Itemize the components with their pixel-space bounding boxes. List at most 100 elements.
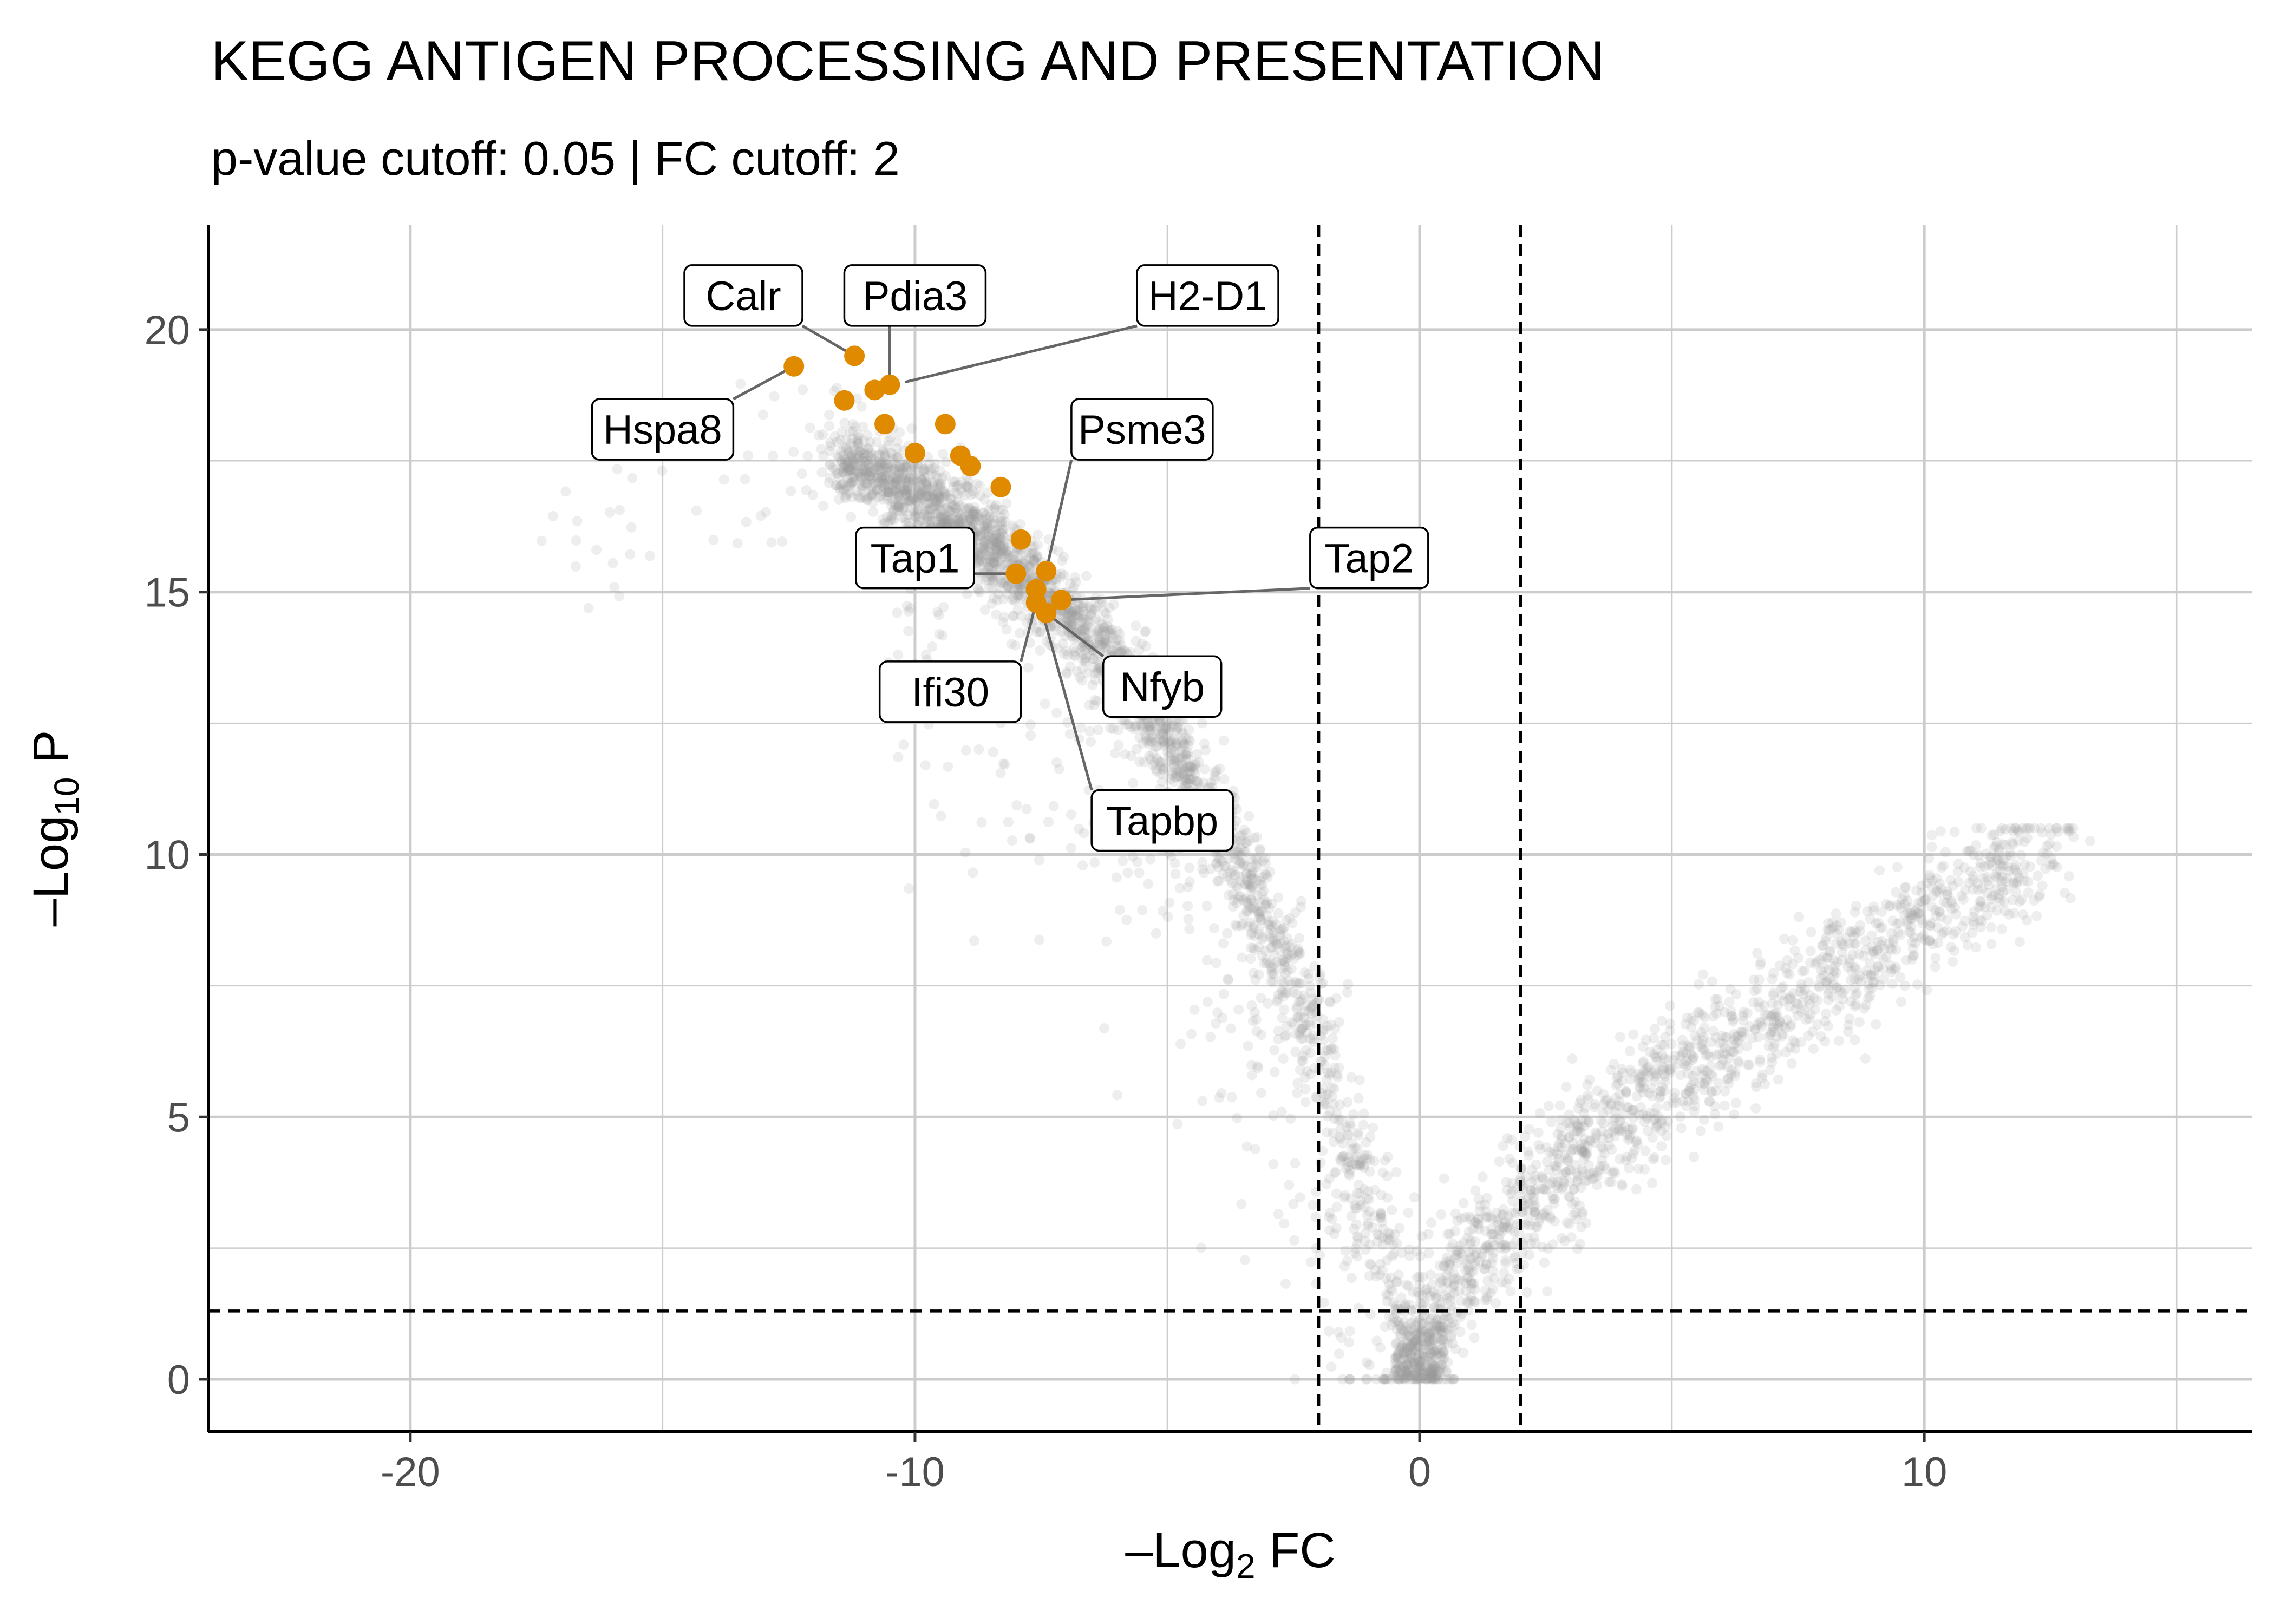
- background-point: [1951, 909, 1962, 920]
- background-point: [1241, 828, 1252, 839]
- background-point: [1246, 869, 1257, 880]
- background-point: [1494, 1156, 1505, 1167]
- background-point: [825, 459, 836, 469]
- background-point: [1318, 1297, 1329, 1308]
- background-point: [907, 493, 918, 503]
- background-point: [1094, 623, 1105, 634]
- background-point: [991, 551, 1002, 562]
- background-point: [1778, 1020, 1788, 1031]
- background-point: [1247, 881, 1258, 892]
- background-point: [1184, 924, 1195, 934]
- background-point: [878, 477, 889, 488]
- background-point: [1247, 1016, 1258, 1026]
- background-point: [909, 466, 920, 476]
- background-point: [1093, 667, 1103, 678]
- background-point: [974, 555, 985, 566]
- highlighted-point: [879, 374, 900, 395]
- background-point: [818, 501, 828, 512]
- background-point: [1230, 870, 1240, 881]
- y-axis-title: –Log10 P: [23, 730, 86, 927]
- background-point: [955, 516, 966, 527]
- background-point: [1669, 1088, 1680, 1098]
- background-point: [1558, 1182, 1569, 1193]
- background-point: [998, 594, 1009, 605]
- background-point: [1100, 627, 1111, 638]
- background-point: [1918, 896, 1929, 907]
- background-point: [1269, 949, 1279, 960]
- background-point: [1831, 908, 1841, 919]
- background-point: [950, 507, 960, 518]
- background-point: [1335, 1134, 1345, 1144]
- background-point: [1860, 1000, 1871, 1011]
- background-point: [768, 450, 779, 461]
- background-point: [1384, 1311, 1395, 1322]
- background-point: [954, 518, 965, 529]
- background-point: [1380, 1321, 1390, 1332]
- background-point: [1279, 1004, 1290, 1015]
- background-point: [1355, 1195, 1366, 1206]
- background-point: [1805, 946, 1816, 957]
- highlighted-point: [990, 476, 1011, 497]
- background-point: [839, 460, 850, 470]
- background-point: [757, 409, 768, 420]
- background-point: [1143, 722, 1154, 732]
- background-point: [1798, 989, 1809, 1000]
- background-point: [807, 489, 818, 500]
- background-point: [1081, 571, 1092, 581]
- background-point: [990, 544, 1001, 555]
- background-point: [1301, 1045, 1311, 1056]
- background-point: [1701, 1050, 1711, 1061]
- background-point: [1376, 1190, 1387, 1201]
- background-point: [1413, 1374, 1424, 1385]
- background-point: [1119, 645, 1129, 656]
- background-point: [898, 462, 909, 473]
- background-point: [1371, 1335, 1382, 1346]
- background-point: [1710, 1109, 1721, 1119]
- background-point: [1342, 1157, 1352, 1168]
- background-point: [1020, 556, 1030, 567]
- background-point: [1698, 1115, 1709, 1125]
- background-point: [798, 384, 808, 395]
- background-point: [1259, 868, 1270, 879]
- background-point: [1266, 963, 1277, 974]
- background-point: [1181, 774, 1192, 784]
- background-point: [868, 466, 879, 476]
- background-point: [645, 551, 656, 561]
- background-point: [1544, 1164, 1554, 1175]
- background-point: [1380, 1155, 1390, 1166]
- background-point: [1003, 817, 1014, 828]
- background-point: [1726, 1006, 1737, 1017]
- background-point: [1244, 811, 1254, 822]
- background-point: [1317, 978, 1328, 988]
- background-point: [1343, 1152, 1354, 1163]
- x-axis-title-prefix: –Log: [1125, 1523, 1236, 1578]
- background-point: [1329, 1228, 1340, 1239]
- background-point: [1689, 1084, 1700, 1095]
- background-point: [933, 610, 944, 620]
- background-point: [1161, 716, 1172, 727]
- background-point: [866, 489, 877, 500]
- background-point: [1282, 953, 1292, 964]
- background-point: [1308, 993, 1318, 1004]
- background-point: [1296, 1055, 1307, 1066]
- background-point: [1655, 1086, 1665, 1097]
- background-point: [843, 448, 854, 459]
- background-point: [1333, 1327, 1344, 1338]
- background-point: [1378, 1223, 1389, 1234]
- background-point: [882, 487, 893, 498]
- background-point: [966, 519, 977, 529]
- background-point: [1539, 1258, 1550, 1268]
- background-point: [992, 556, 1003, 567]
- x-tick-label: 10: [1901, 1449, 1948, 1495]
- background-point: [1286, 939, 1297, 949]
- background-point: [1368, 1122, 1378, 1133]
- background-point: [1201, 901, 1212, 912]
- background-point: [1930, 961, 1940, 972]
- background-point: [1276, 924, 1286, 935]
- background-point: [1066, 843, 1076, 854]
- background-point: [1789, 945, 1800, 956]
- highlighted-point: [844, 345, 865, 366]
- background-point: [1252, 831, 1263, 842]
- background-point: [1279, 1031, 1290, 1042]
- background-point: [1089, 857, 1100, 868]
